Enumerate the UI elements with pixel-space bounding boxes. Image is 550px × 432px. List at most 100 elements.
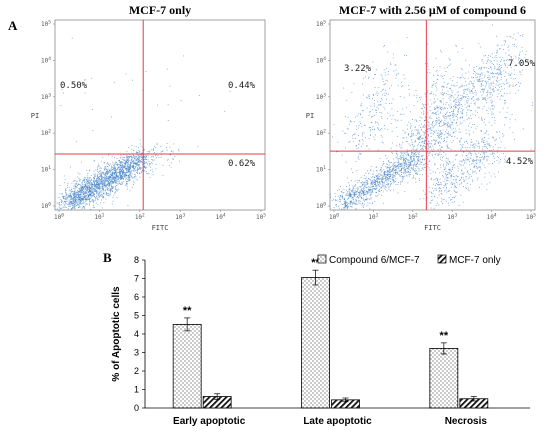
event-dot <box>473 150 475 151</box>
event-dot <box>480 83 482 85</box>
event-dot <box>401 153 403 155</box>
event-dot <box>157 104 159 106</box>
event-dot <box>519 71 520 73</box>
event-dot <box>434 143 436 145</box>
event-dot <box>137 161 139 163</box>
event-dot <box>376 106 378 108</box>
event-dot <box>443 86 445 88</box>
event-dot <box>408 133 409 135</box>
event-dot <box>95 185 97 187</box>
event-dot <box>345 206 347 208</box>
event-dot <box>117 177 119 179</box>
event-dot <box>432 75 434 76</box>
event-dot <box>480 160 481 162</box>
event-dot <box>504 158 505 160</box>
event-dot <box>428 144 429 146</box>
event-dot <box>440 132 442 133</box>
event-dot <box>104 178 105 180</box>
event-dot <box>74 196 76 198</box>
event-dot <box>406 107 407 109</box>
event-dot <box>68 202 70 204</box>
event-dot <box>376 110 377 111</box>
event-dot <box>374 188 376 190</box>
event-dot <box>121 167 122 169</box>
event-dot <box>488 145 490 146</box>
event-dot <box>371 116 373 118</box>
event-dot <box>467 158 468 160</box>
event-dot <box>89 199 90 201</box>
event-dot <box>437 132 439 134</box>
event-dot <box>98 179 100 181</box>
event-dot <box>424 142 425 144</box>
event-dot <box>347 198 348 200</box>
event-dot <box>76 221 77 222</box>
event-dot <box>341 191 343 193</box>
event-dot <box>106 168 107 170</box>
event-dot <box>451 135 453 137</box>
event-dot <box>490 175 492 177</box>
event-dot <box>380 101 382 102</box>
event-dot <box>514 44 515 45</box>
event-dot <box>89 181 91 183</box>
event-dot <box>422 147 423 149</box>
event-dot <box>452 76 454 77</box>
event-dot <box>381 179 383 181</box>
event-dot <box>400 155 402 157</box>
event-dot <box>132 166 133 168</box>
event-dot <box>71 182 73 184</box>
event-dot <box>93 189 95 190</box>
event-dot <box>115 182 117 184</box>
y-tick-label: 105 <box>41 20 51 29</box>
event-dot <box>399 170 401 172</box>
event-dot <box>70 201 72 202</box>
event-dot <box>490 72 492 74</box>
event-dot <box>419 198 421 200</box>
event-dot <box>360 176 362 178</box>
event-dot <box>440 101 442 103</box>
event-dot <box>486 71 488 72</box>
event-dot <box>74 86 75 88</box>
event-dot <box>74 192 76 194</box>
event-dot <box>465 96 467 98</box>
event-dot <box>375 74 376 75</box>
event-dot <box>480 72 482 74</box>
event-dot <box>480 86 482 87</box>
event-dot <box>472 147 474 149</box>
event-dot <box>87 194 89 196</box>
event-dot <box>406 137 407 139</box>
event-dot <box>132 79 133 81</box>
event-dot <box>88 204 90 206</box>
event-dot <box>492 94 493 96</box>
event-dot <box>358 195 360 197</box>
event-dot <box>102 184 103 186</box>
event-dot <box>383 183 385 185</box>
event-dot <box>488 121 490 123</box>
event-dot <box>380 104 382 106</box>
event-dot <box>105 172 107 173</box>
event-dot <box>124 171 126 173</box>
event-dot <box>379 180 380 182</box>
event-dot <box>169 154 171 156</box>
event-dot <box>383 182 385 183</box>
event-dot <box>402 163 404 165</box>
event-dot <box>88 195 90 197</box>
event-dot <box>422 107 423 109</box>
event-dot <box>409 164 411 166</box>
event-dot <box>476 163 478 165</box>
event-dot <box>90 179 92 181</box>
event-dot <box>65 189 66 191</box>
event-dot <box>352 185 354 187</box>
event-dot <box>484 88 486 90</box>
event-dot <box>485 100 487 101</box>
event-dot <box>347 204 348 206</box>
event-dot <box>392 98 394 100</box>
event-dot <box>428 125 430 127</box>
event-dot <box>418 137 420 139</box>
event-dot <box>142 164 143 166</box>
event-dot <box>496 63 498 65</box>
event-dot <box>454 176 456 178</box>
event-dot <box>479 73 481 75</box>
event-dot <box>445 200 447 202</box>
event-dot <box>408 164 410 165</box>
event-dot <box>133 174 135 175</box>
